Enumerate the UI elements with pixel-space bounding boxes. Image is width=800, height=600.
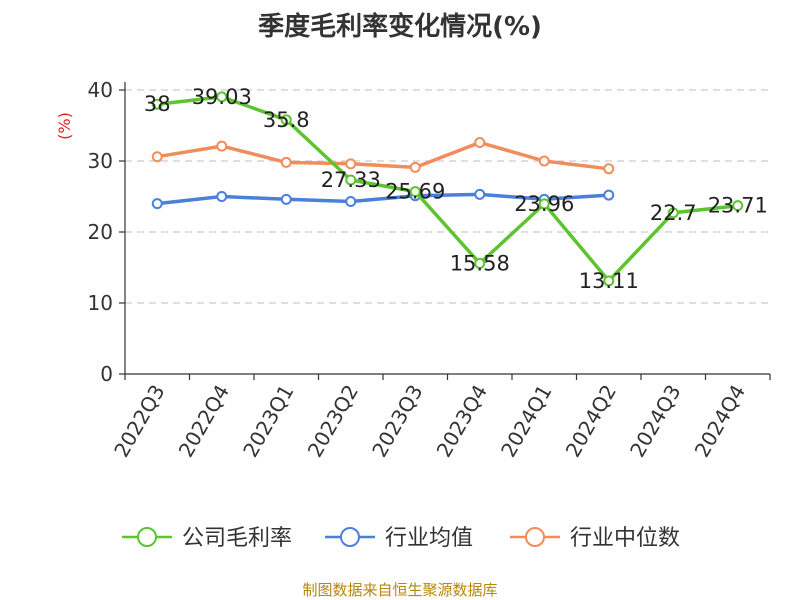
legend[interactable]: 公司毛利率 行业均值 行业中位数 [122, 526, 680, 551]
legend-label[interactable]: 行业均值 [385, 526, 473, 551]
legend-marker[interactable] [340, 527, 360, 547]
data-label: 39.03 [192, 85, 252, 109]
data-point[interactable] [345, 174, 357, 186]
data-point[interactable] [151, 151, 163, 163]
label-layer: 38 39.03 35.8 27.33 25.69 15.58 23.96 13.11 22.7… [144, 85, 768, 293]
data-label: 35.8 [263, 108, 310, 132]
data-label: 22.7 [650, 201, 697, 225]
legend-label[interactable]: 行业中位数 [570, 526, 680, 551]
x-tick-label: 2023Q2 [303, 381, 363, 462]
data-point[interactable] [538, 198, 550, 210]
data-label: 13.11 [579, 269, 639, 293]
x-tick-label: 2023Q4 [432, 381, 492, 462]
data-point[interactable] [280, 156, 292, 168]
series-line-2 [157, 140, 610, 171]
data-point[interactable] [474, 257, 486, 269]
series-layer [151, 91, 744, 287]
y-tick-label: 0 [100, 362, 113, 386]
data-label: 38 [144, 92, 171, 116]
y-axis-label: (%) [55, 112, 74, 140]
data-label: 23.71 [708, 194, 768, 218]
data-point[interactable] [603, 163, 615, 175]
data-point[interactable] [474, 137, 486, 149]
legend-marker[interactable] [137, 527, 157, 547]
legend-marker[interactable] [525, 527, 545, 547]
x-tick-label: 2022Q4 [174, 381, 234, 462]
x-tick-label: 2022Q3 [109, 381, 169, 462]
data-point[interactable] [538, 155, 550, 167]
legend-label[interactable]: 公司毛利率 [182, 526, 292, 551]
data-point[interactable] [409, 186, 421, 198]
data-label: 15.58 [450, 251, 510, 275]
data-point[interactable] [280, 114, 292, 126]
data-point[interactable] [345, 158, 357, 170]
data-point[interactable] [216, 140, 228, 152]
data-point[interactable] [409, 161, 421, 173]
data-label: 27.33 [321, 168, 381, 192]
data-point[interactable] [732, 200, 744, 212]
series-line-0 [157, 95, 738, 283]
data-point[interactable] [280, 193, 292, 205]
data-point[interactable] [151, 98, 163, 110]
data-point[interactable] [345, 195, 357, 207]
series-line-1 [157, 192, 609, 206]
data-point[interactable] [603, 189, 615, 201]
source-note: 制图数据来自恒生聚源数据库 [302, 581, 498, 599]
data-label: 23.96 [514, 192, 574, 216]
data-point[interactable] [474, 188, 486, 200]
data-point[interactable] [603, 275, 615, 287]
y-tick-label: 10 [88, 291, 113, 315]
y-tick-label: 40 [88, 78, 113, 102]
data-point[interactable] [667, 207, 679, 219]
data-label: 25.69 [385, 180, 445, 204]
data-point[interactable] [216, 91, 228, 103]
x-tick-label: 2023Q1 [238, 381, 298, 462]
y-tick-label: 30 [88, 149, 113, 173]
x-tick-label: 2024Q2 [561, 381, 621, 462]
data-point[interactable] [216, 191, 228, 202]
x-tick-label: 2024Q3 [625, 381, 685, 462]
y-tick-label: 20 [88, 220, 113, 244]
chart-title: 季度毛利率变化情况(%) [258, 12, 542, 42]
x-tick-label: 2024Q4 [690, 381, 750, 462]
x-tick-label: 2023Q3 [367, 381, 427, 462]
data-point[interactable] [151, 198, 163, 210]
x-tick-label: 2024Q1 [496, 381, 556, 462]
